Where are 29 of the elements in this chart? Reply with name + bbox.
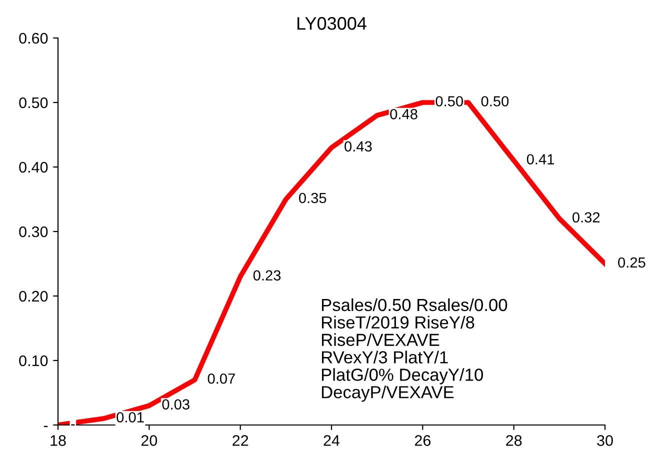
data-label: 0.32 (572, 212, 600, 223)
chart-title: LY03004 (298, 17, 366, 30)
data-label: 0.01 (116, 412, 144, 422)
y-tick-label: - (44, 426, 48, 428)
x-tick-label: 18 (50, 435, 66, 446)
data-label: 0.03 (162, 399, 190, 410)
y-tick-label: 0.40 (19, 162, 48, 173)
x-tick-label: 28 (506, 435, 522, 446)
data-label: 0.43 (344, 141, 372, 152)
x-tick-label: 20 (141, 435, 158, 446)
x-tick-label: 30 (597, 435, 613, 446)
data-label: 0.35 (298, 192, 326, 204)
data-label: 0.50 (481, 96, 509, 106)
data-label: 0.41 (526, 154, 554, 164)
y-tick-label: 0.60 (19, 32, 48, 44)
data-label: 0.23 (253, 270, 281, 281)
data-label: 0.25 (618, 257, 646, 268)
y-tick-label: 0.10 (19, 355, 48, 366)
data-label: 0.50 (436, 96, 463, 106)
annotation: Psales/0.50 Rsales/0.00 RiseT/2019 RiseY/8 RiseP/VEXAVE RVexY/3 PlatY/1 PlatG/0% DecayY/10 DecayP/VEXAVE (322, 298, 508, 402)
data-label: 0.07 (208, 373, 235, 384)
data-label: - (71, 424, 75, 426)
x-tick-label: 26 (414, 435, 430, 446)
x-tick-label: 24 (324, 435, 340, 446)
y-tick-label: 0.20 (19, 290, 48, 302)
x-tick-label: 22 (232, 435, 248, 446)
y-tick-label: 0.50 (19, 97, 48, 108)
data-label: 0.48 (390, 108, 418, 120)
y-tick-label: 0.30 (19, 226, 48, 238)
